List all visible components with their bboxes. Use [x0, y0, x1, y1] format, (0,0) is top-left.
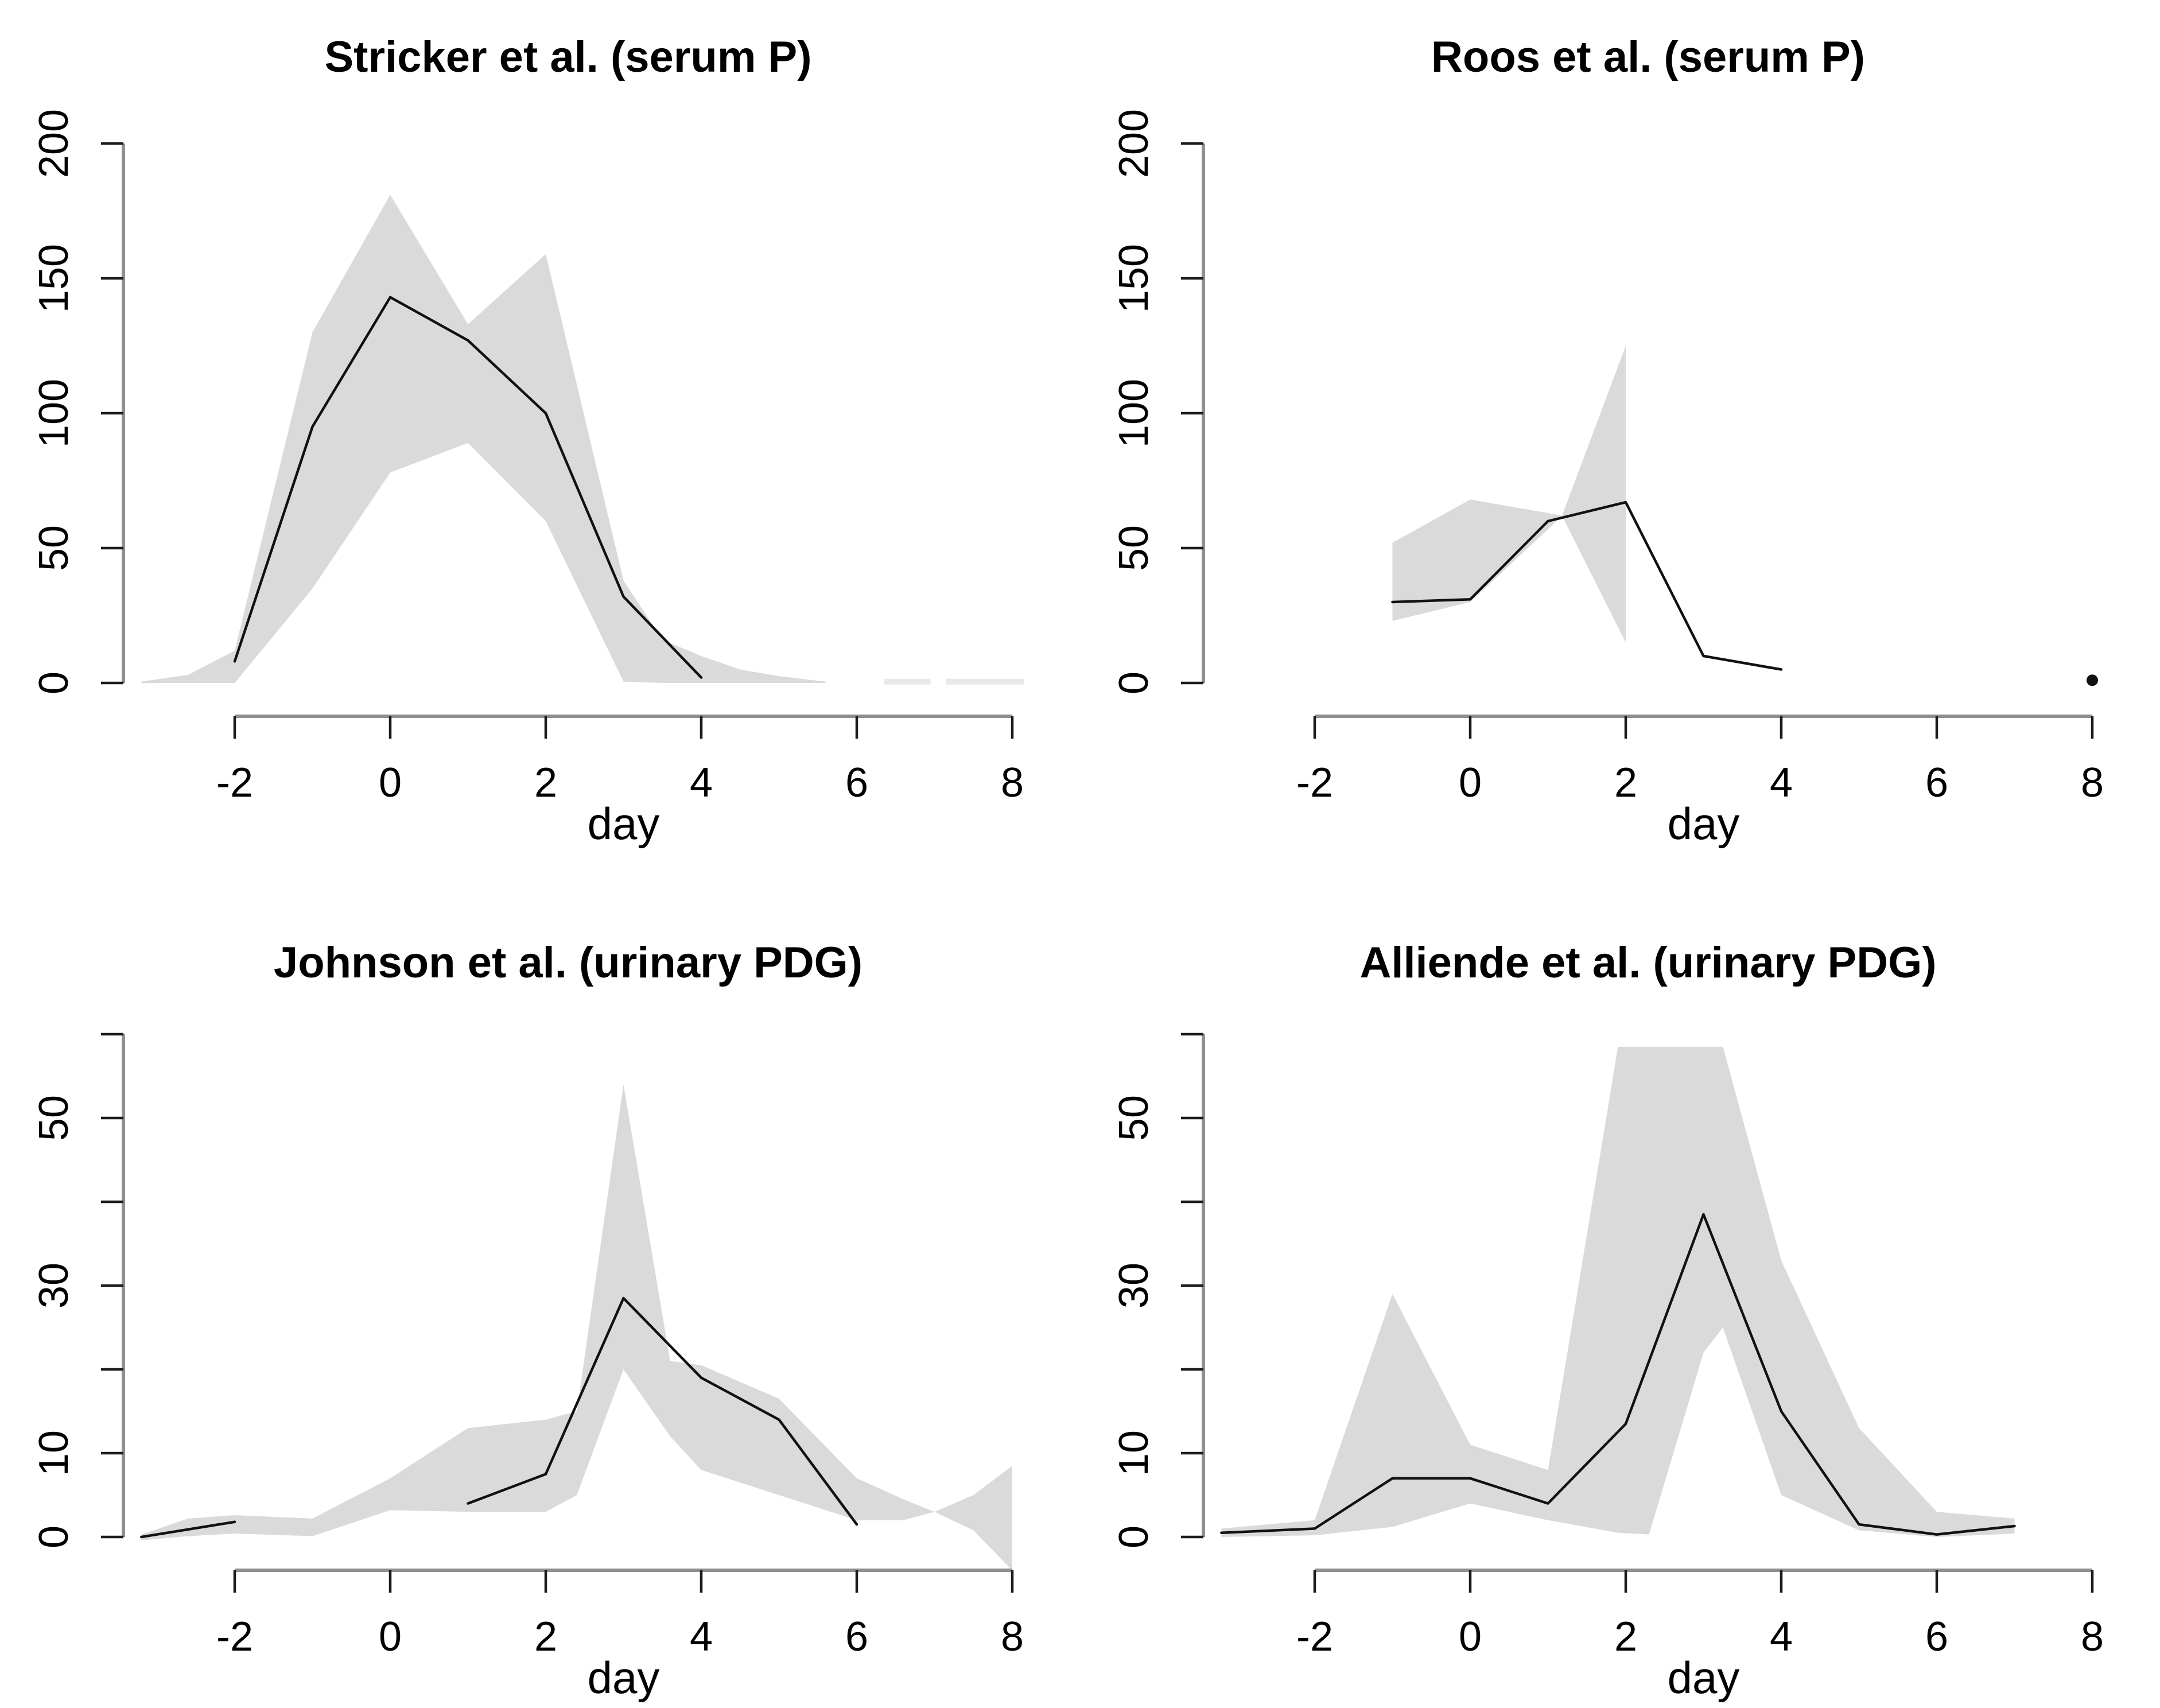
y-tick-label: 0 — [31, 1525, 77, 1548]
x-tick-label: 4 — [690, 1614, 713, 1660]
x-tick-label: 2 — [534, 760, 557, 806]
y-tick-label: 50 — [31, 525, 77, 571]
x-axis-label: day — [588, 798, 660, 849]
chart-panel-alliende: -2 0 2 4 6 8 0 10 30 50 Alliende et al. (urinary P… — [1080, 854, 2160, 1708]
panel-title: Roos et al. (serum P) — [1431, 33, 1865, 81]
x-tick-label: 8 — [1001, 760, 1024, 806]
johnson-urinary-pdg-chart: -2 0 2 4 6 8 0 10 30 50 Johnson et al. (urinary PD… — [31, 938, 1024, 1703]
y-tick-label: 200 — [1111, 109, 1157, 178]
y-tick-label: 0 — [31, 671, 77, 694]
chart-panel-johnson: -2 0 2 4 6 8 0 10 30 50 Johnson et al. (urinary PD… — [0, 854, 1080, 1708]
x-axis-label: day — [1668, 1652, 1740, 1703]
x-tick-label: 2 — [1614, 760, 1637, 806]
chart-panel-stricker: -2 0 2 4 6 8 0 50 100 150 200 Stricker et al. (seru… — [0, 0, 1080, 854]
x-tick-label: 8 — [1001, 1614, 1024, 1660]
y-tick-label: 50 — [31, 1095, 77, 1141]
y-tick-label: 150 — [1111, 244, 1157, 313]
mean-line — [467, 1296, 858, 1526]
y-tick-label: 50 — [1111, 1095, 1157, 1141]
band-tail-strip — [884, 678, 931, 685]
y-tick-label: 30 — [1111, 1263, 1157, 1309]
x-tick-label: 8 — [2081, 760, 2104, 806]
y-tick-label: 100 — [31, 379, 77, 448]
y-tick-label: 10 — [31, 1430, 77, 1476]
mean-line — [1391, 500, 1783, 671]
confidence-band — [1221, 1046, 2015, 1537]
y-tick-label: 100 — [1111, 379, 1157, 448]
x-axis-label: day — [1668, 798, 1740, 849]
x-tick-label: 6 — [845, 760, 868, 806]
x-tick-label: 6 — [845, 1614, 868, 1660]
x-tick-label: -2 — [1296, 760, 1333, 806]
x-tick-label: 2 — [534, 1614, 557, 1660]
y-tick-label: 50 — [1111, 525, 1157, 571]
x-tick-label: 6 — [1925, 1614, 1948, 1660]
y-tick-label: 150 — [31, 244, 77, 313]
x-tick-label: 4 — [690, 760, 713, 806]
x-tick-label: -2 — [216, 760, 253, 806]
alliende-urinary-pdg-chart: -2 0 2 4 6 8 0 10 30 50 Alliende et al. (urinary P… — [1111, 938, 2104, 1703]
x-tick-label: 6 — [1925, 760, 1948, 806]
x-tick-label: -2 — [1296, 1614, 1333, 1660]
chart-panel-roos: -2 0 2 4 6 8 0 50 100 150 200 Roos et al. (serum P)… — [1080, 0, 2160, 854]
y-tick-label: 0 — [1111, 1525, 1157, 1548]
x-tick-label: 0 — [1459, 1614, 1482, 1660]
x-tick-label: 2 — [1614, 1614, 1637, 1660]
mean-line — [233, 296, 703, 679]
stricker-serum-p-chart: -2 0 2 4 6 8 0 50 100 150 200 Stricker et al. (seru… — [31, 33, 1024, 849]
mean-line — [140, 1520, 236, 1539]
x-tick-label: 4 — [1770, 1614, 1793, 1660]
y-tick-label: 30 — [31, 1263, 77, 1309]
x-tick-label: -2 — [216, 1614, 253, 1660]
x-tick-label: 0 — [379, 760, 402, 806]
y-tick-label: 10 — [1111, 1430, 1157, 1476]
panel-title: Stricker et al. (serum P) — [324, 33, 811, 81]
roos-serum-p-chart: -2 0 2 4 6 8 0 50 100 150 200 Roos et al. (serum P)… — [1111, 33, 2104, 849]
confidence-band — [141, 1084, 1012, 1571]
y-tick-label: 200 — [31, 109, 77, 178]
x-tick-label: 0 — [379, 1614, 402, 1660]
panel-title: Alliende et al. (urinary PDG) — [1359, 938, 1936, 987]
panel-title: Johnson et al. (urinary PDG) — [274, 938, 863, 987]
confidence-band — [1392, 346, 1626, 643]
y-tick-label: 0 — [1111, 671, 1157, 694]
mean-line — [1220, 1213, 2016, 1536]
x-tick-label: 0 — [1459, 760, 1482, 806]
x-tick-label: 8 — [2081, 1614, 2104, 1660]
band-tail-strip — [946, 678, 1024, 685]
data-point — [2087, 674, 2098, 686]
x-tick-label: 4 — [1770, 760, 1793, 806]
x-axis-label: day — [588, 1652, 660, 1703]
confidence-band — [141, 195, 826, 683]
